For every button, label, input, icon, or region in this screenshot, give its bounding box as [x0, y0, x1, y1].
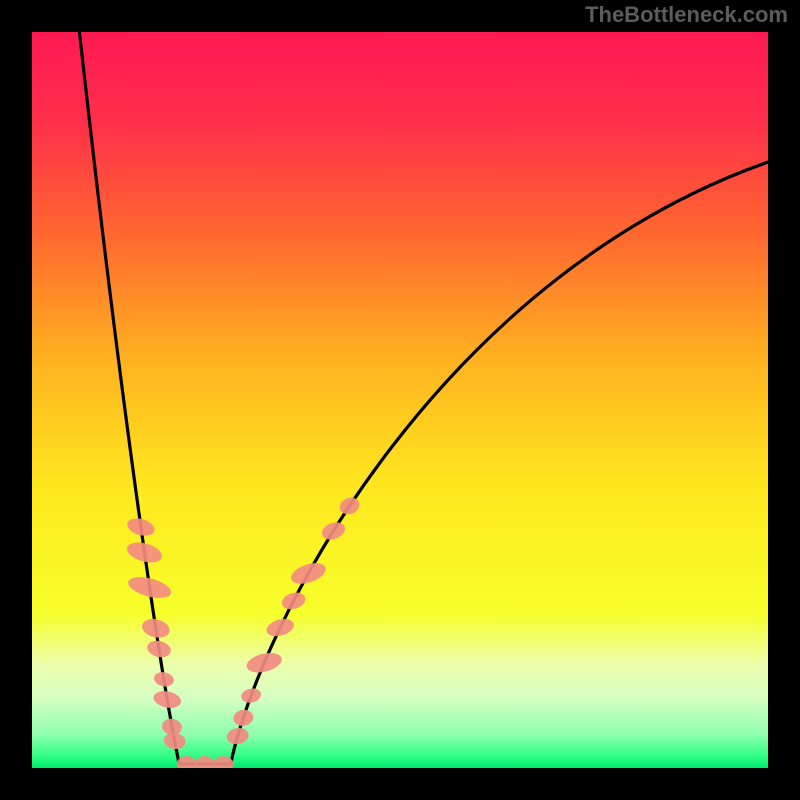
bead [145, 638, 172, 659]
curve-layer [32, 32, 768, 768]
bead [232, 708, 255, 728]
bead [245, 650, 284, 676]
bead [125, 516, 156, 539]
chart-frame: TheBottleneck.com [0, 0, 800, 800]
bead [162, 731, 186, 751]
bead [319, 519, 347, 543]
bead [140, 616, 172, 640]
bead [240, 687, 262, 705]
bead [265, 616, 296, 639]
bead [213, 756, 233, 768]
bead [288, 559, 328, 588]
bead [225, 726, 249, 746]
plot-area [32, 32, 768, 768]
bead [195, 756, 215, 768]
bead [153, 670, 175, 688]
bead [280, 590, 308, 612]
bead-group [125, 495, 362, 768]
bottleneck-curve-path [76, 32, 768, 764]
bead [177, 756, 197, 768]
bead [337, 495, 362, 517]
watermark-text: TheBottleneck.com [585, 2, 788, 28]
bead [152, 689, 183, 710]
